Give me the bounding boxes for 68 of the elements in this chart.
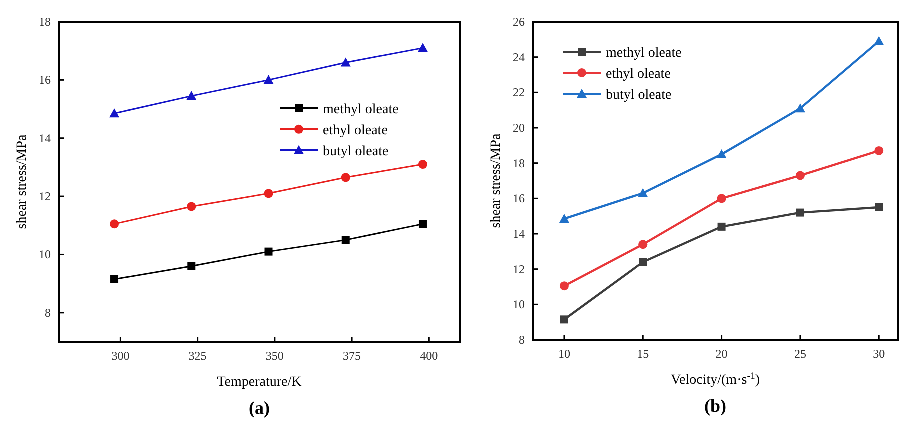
y-tick-label: 12 bbox=[513, 262, 525, 276]
legend-label: ethyl oleate bbox=[606, 67, 671, 82]
point bbox=[186, 91, 197, 100]
x-tick-label: 400 bbox=[420, 349, 438, 363]
y-tick-label: 20 bbox=[513, 121, 525, 135]
legend-label: butyl oleate bbox=[323, 144, 389, 160]
y-axis-title: shear stress/MPa bbox=[489, 132, 504, 228]
x-tick-label: 20 bbox=[716, 347, 728, 361]
x-tick-label: 25 bbox=[794, 347, 806, 361]
point bbox=[718, 222, 726, 231]
point bbox=[638, 188, 648, 198]
x-tick-label: 300 bbox=[112, 349, 130, 363]
point bbox=[559, 214, 570, 223]
text: (a) bbox=[249, 398, 270, 418]
point bbox=[418, 220, 427, 228]
y-tick-label: 10 bbox=[39, 248, 51, 262]
y-tick-label: 8 bbox=[45, 306, 51, 320]
point bbox=[342, 236, 350, 244]
y-tick-label: 18 bbox=[39, 15, 51, 29]
x-tick-label: 375 bbox=[343, 349, 362, 363]
point bbox=[795, 104, 806, 113]
legend-label: methyl oleate bbox=[323, 102, 399, 118]
point bbox=[639, 258, 648, 266]
legend-label: ethyl oleate bbox=[323, 123, 388, 138]
y-tick-label: 22 bbox=[513, 86, 525, 100]
x-axis-title: Velocity/(m·s$^{-1}$) bbox=[670, 370, 760, 388]
point bbox=[717, 194, 726, 204]
point bbox=[264, 75, 274, 84]
y-tick-label: 16 bbox=[39, 73, 51, 88]
point bbox=[874, 36, 884, 46]
legend-label: butyl oleate bbox=[606, 88, 672, 103]
point bbox=[110, 108, 120, 118]
y-tick-label: 14 bbox=[513, 227, 525, 241]
point bbox=[264, 189, 274, 198]
x-tick-label: 15 bbox=[637, 347, 650, 361]
point bbox=[875, 204, 884, 212]
point bbox=[874, 146, 884, 156]
point bbox=[560, 316, 568, 324]
point bbox=[716, 150, 727, 158]
point bbox=[340, 58, 351, 67]
y-tick-label: 18 bbox=[513, 156, 525, 170]
y-tick-label: 8 bbox=[519, 333, 525, 347]
point bbox=[110, 275, 119, 284]
y-tick-label: 14 bbox=[39, 131, 51, 146]
point bbox=[187, 202, 196, 212]
x-tick-label: 350 bbox=[266, 349, 284, 363]
point bbox=[418, 160, 428, 170]
point bbox=[188, 262, 196, 270]
y-tick-label: 10 bbox=[513, 298, 525, 312]
text: (b) bbox=[704, 396, 727, 416]
point bbox=[638, 240, 648, 250]
x-tick-label: 30 bbox=[873, 347, 886, 361]
x-tick-label: 325 bbox=[188, 349, 207, 363]
point bbox=[560, 282, 569, 291]
y-tick-label: 24 bbox=[513, 50, 525, 64]
y-tick-label: 16 bbox=[513, 192, 525, 206]
y-axis-title: shear stress/MPa bbox=[15, 134, 30, 230]
point bbox=[796, 208, 804, 217]
x-axis-title: Temperature/K bbox=[217, 375, 302, 390]
y-tick-label: 12 bbox=[39, 190, 51, 204]
point bbox=[418, 43, 428, 52]
point bbox=[341, 173, 350, 182]
point bbox=[796, 171, 805, 180]
y-tick-label: 26 bbox=[513, 15, 525, 29]
legend-label: methyl oleate bbox=[606, 46, 682, 61]
point bbox=[264, 248, 273, 256]
x-tick-label: 10 bbox=[558, 347, 570, 361]
point bbox=[110, 220, 120, 229]
